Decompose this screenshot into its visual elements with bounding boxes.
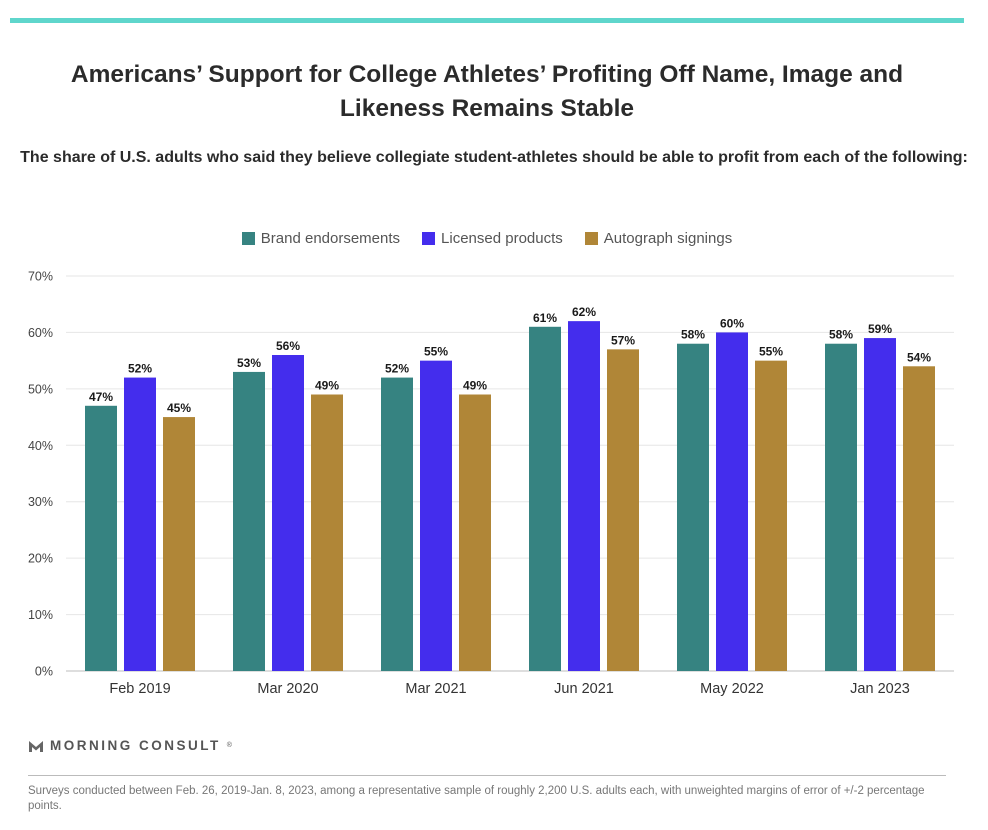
chart-subtitle: The share of U.S. adults who said they b… — [20, 149, 968, 166]
data-label: 52% — [128, 362, 152, 376]
data-label: 47% — [89, 390, 113, 404]
y-tick-label: 60% — [28, 326, 53, 340]
y-tick-label: 40% — [28, 439, 53, 453]
brand-registered-mark: ® — [226, 742, 232, 749]
bar — [568, 321, 600, 671]
y-tick-label: 0% — [35, 665, 53, 679]
legend-label-licensed-products: Licensed products — [441, 230, 563, 247]
morning-consult-logo-icon — [29, 740, 43, 752]
legend: Brand endorsements Licensed products Aut… — [0, 230, 974, 247]
data-label: 57% — [611, 333, 635, 347]
data-label: 56% — [276, 339, 300, 353]
bar — [420, 360, 452, 671]
bar — [677, 343, 709, 671]
data-label: 45% — [167, 401, 191, 415]
legend-swatch-autograph-signings — [584, 232, 598, 245]
legend-swatch-brand-endorsements — [241, 232, 255, 245]
data-label: 62% — [572, 305, 596, 319]
data-label: 49% — [463, 379, 487, 393]
legend-label-brand-endorsements: Brand endorsements — [260, 230, 401, 247]
bar — [85, 405, 117, 671]
legend-item-autograph-signings: Autograph signings — [584, 230, 733, 247]
x-tick-label: Mar 2021 — [405, 681, 466, 697]
x-tick-label: May 2022 — [700, 681, 764, 697]
chart-title: Americans’ Support for College Athletes’… — [70, 61, 904, 122]
y-tick-label: 50% — [28, 382, 53, 396]
bar — [272, 355, 304, 671]
data-label: 58% — [681, 328, 705, 342]
bar — [825, 343, 857, 671]
y-tick-label: 20% — [28, 552, 53, 566]
data-label: 52% — [385, 362, 409, 376]
bar — [233, 371, 265, 671]
top-accent-rule — [10, 18, 964, 23]
data-label: 59% — [868, 322, 892, 336]
bar-chart: 0% 10% 20% 30% 40% 50% 60% 70% 47% 52% 45% Feb 2019… — [28, 270, 954, 697]
y-tick-label: 10% — [28, 608, 53, 622]
data-label: 49% — [315, 379, 339, 393]
bar — [459, 394, 491, 671]
bar — [163, 417, 195, 671]
bar — [607, 349, 639, 671]
x-tick-label: Jun 2021 — [554, 681, 614, 697]
data-label: 54% — [907, 350, 931, 364]
legend-swatch-licensed-products — [422, 232, 436, 245]
data-label: 58% — [829, 328, 853, 342]
footer-divider — [28, 775, 946, 776]
bar — [755, 360, 787, 671]
legend-item-brand-endorsements: Brand endorsements — [241, 230, 401, 247]
bar — [716, 332, 748, 671]
brand-logo: MORNING CONSULT ® — [28, 738, 232, 753]
bar — [311, 394, 343, 671]
data-label: 53% — [237, 356, 261, 370]
data-label: 61% — [533, 311, 557, 325]
bar — [864, 338, 896, 671]
bar — [903, 366, 935, 671]
data-label: 55% — [759, 345, 783, 359]
brand-name: MORNING CONSULT — [50, 738, 221, 753]
legend-item-licensed-products: Licensed products — [422, 230, 563, 247]
bar — [381, 377, 413, 671]
y-tick-label: 30% — [28, 495, 53, 509]
bar — [529, 326, 561, 671]
x-tick-label: Jan 2023 — [850, 681, 910, 697]
data-label: 60% — [720, 316, 744, 330]
footnote: Surveys conducted between Feb. 26, 2019-… — [28, 785, 925, 812]
y-tick-label: 70% — [28, 270, 53, 284]
x-tick-label: Mar 2020 — [257, 681, 318, 697]
legend-label-autograph-signings: Autograph signings — [603, 230, 733, 247]
bar — [124, 377, 156, 671]
data-label: 55% — [424, 345, 448, 359]
x-tick-label: Feb 2019 — [109, 681, 170, 697]
